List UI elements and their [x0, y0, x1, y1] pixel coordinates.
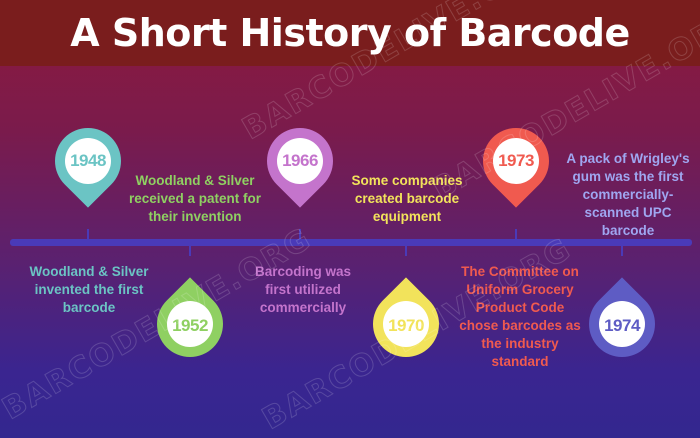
year-1974: 1974 [604, 316, 640, 335]
event-description-1948: Woodland & Silver invented the first bar… [29, 264, 149, 315]
event-description-1952: Woodland & Silver received a patent for … [128, 173, 262, 224]
event-description-1970: Some companies created barcode equipment [351, 173, 463, 224]
event-description-1966: Barcoding was first utilized commerciall… [254, 264, 352, 315]
page-title: A Short History of Barcode [70, 11, 630, 55]
year-1973: 1973 [498, 151, 534, 170]
year-1952: 1952 [172, 316, 208, 335]
timeline-tick [515, 229, 517, 239]
year-1970: 1970 [388, 316, 424, 335]
year-1948: 1948 [70, 151, 106, 170]
timeline-line [10, 239, 692, 246]
timeline-tick [87, 229, 89, 239]
timeline-tick [299, 229, 301, 239]
timeline-tick [189, 246, 191, 256]
event-description-1973: The Committee on Uniform Grocery Product… [459, 264, 581, 369]
timeline-tick [405, 246, 407, 256]
title-banner [0, 0, 700, 66]
year-1966: 1966 [282, 151, 318, 170]
event-description-1974: A pack of Wrigley's gum was the first co… [566, 151, 690, 238]
timeline-tick [621, 246, 623, 256]
